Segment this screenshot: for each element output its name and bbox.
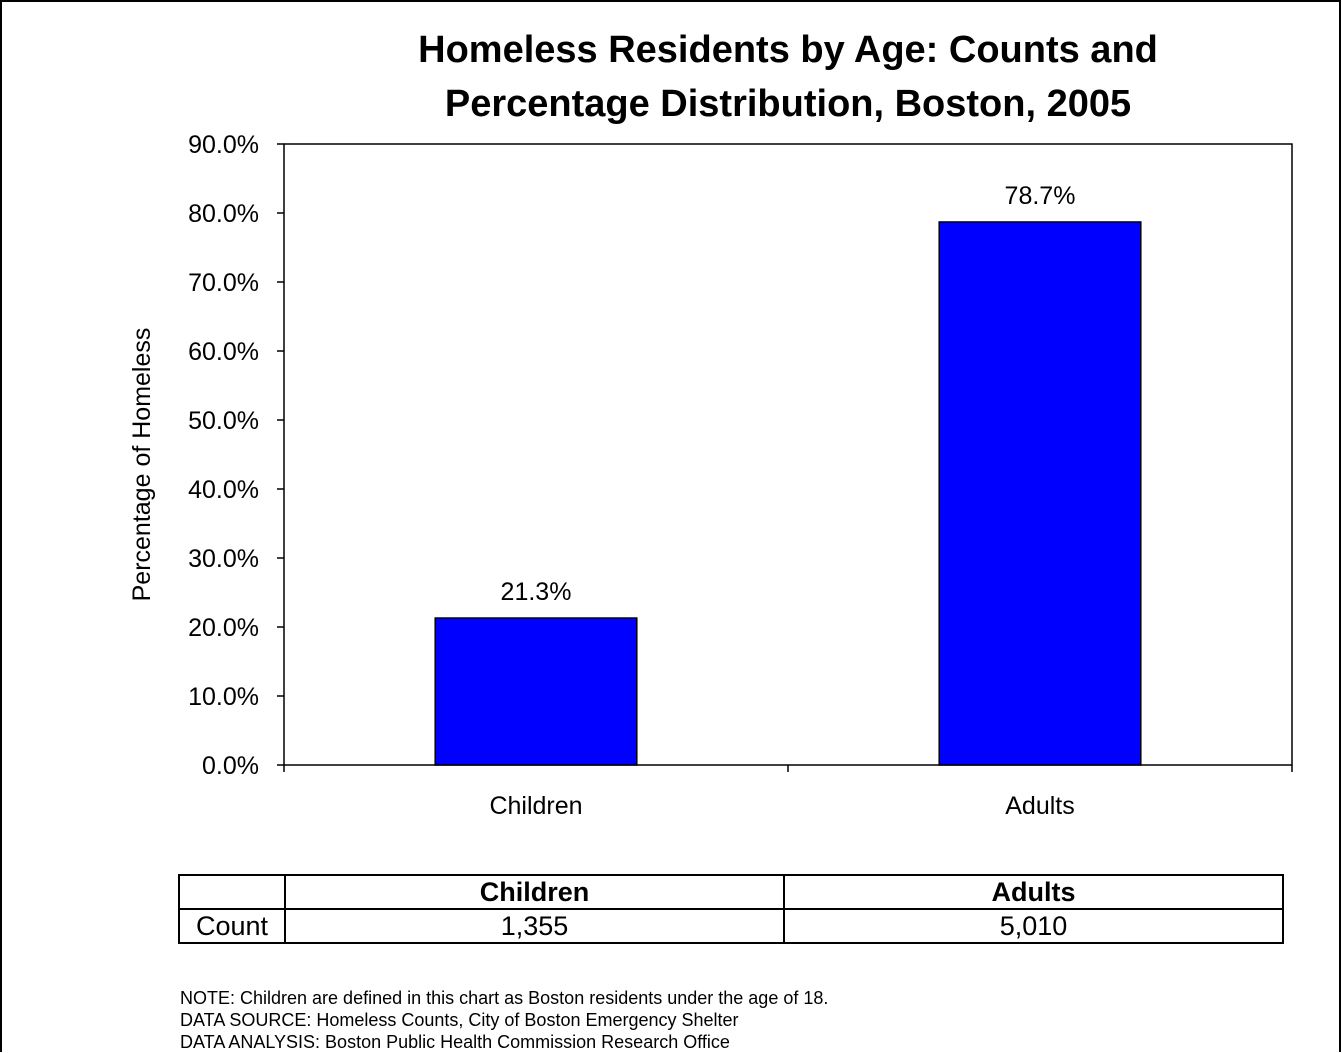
table-row: Count 1,355 5,010 — [178, 908, 1284, 944]
table-header-row: Children Adults — [178, 874, 1284, 910]
note-definition: NOTE: Children are defined in this chart… — [180, 988, 829, 1008]
y-tick-label: 0.0% — [202, 752, 259, 780]
x-tick-label: Adults — [1005, 792, 1074, 820]
table-value-children: 1,355 — [284, 908, 785, 944]
y-tick-label: 50.0% — [188, 407, 259, 435]
table-value-adults: 5,010 — [783, 908, 1284, 944]
data-label: 78.7% — [1005, 182, 1076, 210]
note-data-source: DATA SOURCE: Homeless Counts, City of Bo… — [180, 1010, 739, 1030]
y-tick-label: 30.0% — [188, 545, 259, 573]
table-header-adults: Adults — [783, 874, 1284, 910]
bar-adults — [938, 221, 1142, 766]
bar-chart: 0.0% 10.0% 20.0% 30.0% 40.0% 50.0% 60.0% 70.0% 8… — [128, 131, 1293, 820]
y-tick-label: 90.0% — [188, 131, 259, 159]
table-row-label: Count — [178, 908, 286, 944]
count-table: Children Adults Count 1,355 5,010 — [178, 874, 1284, 944]
y-tick-label: 60.0% — [188, 338, 259, 366]
x-tick-label: Children — [489, 792, 582, 820]
table-corner-cell — [178, 874, 286, 910]
y-tick-label: 10.0% — [188, 683, 259, 711]
note-data-analysis: DATA ANALYSIS: Boston Public Health Comm… — [180, 1032, 730, 1052]
y-tick-label: 80.0% — [188, 200, 259, 228]
bar-children — [434, 617, 638, 766]
chart-title-line-1: Homeless Residents by Age: Counts and — [418, 29, 1158, 71]
y-tick-label: 40.0% — [188, 476, 259, 504]
y-axis-label: Percentage of Homeless — [128, 328, 156, 602]
y-tick-label: 70.0% — [188, 269, 259, 297]
y-tick-label: 20.0% — [188, 614, 259, 642]
chart-title-line-2: Percentage Distribution, Boston, 2005 — [444, 83, 1132, 125]
table-header-children: Children — [284, 874, 785, 910]
data-label: 21.3% — [501, 578, 572, 606]
